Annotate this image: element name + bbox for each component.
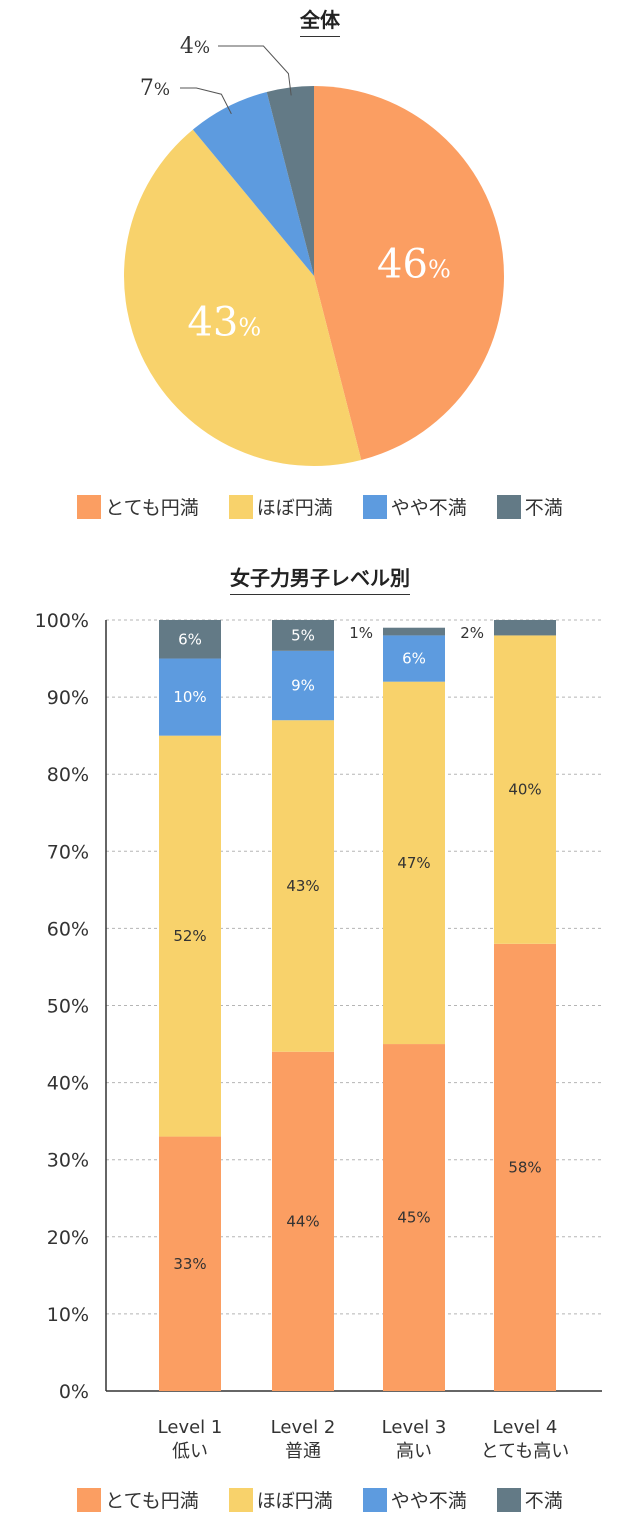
legend-item-somewhat-dissatisfied: やや不満 (362, 493, 467, 520)
legend-swatch (77, 494, 102, 519)
x-category-label: 低い (172, 1441, 208, 1462)
x-category-label: 高い (396, 1441, 432, 1462)
x-category-label: Level 4 (493, 1417, 558, 1438)
bar-segment-label: 5% (291, 626, 315, 644)
bar-segment (159, 620, 221, 659)
bar-segment-label: 2% (460, 624, 484, 642)
pie-leader-line (180, 87, 232, 115)
y-tick-label: 10% (47, 1304, 89, 1326)
pie-leader-line (218, 45, 292, 96)
bar-segment (159, 1136, 221, 1391)
bar-segment-label: 10% (173, 688, 206, 706)
bar-segment-label: 52% (173, 927, 206, 945)
y-tick-label: 70% (47, 841, 89, 863)
legend-label: やや不満 (390, 497, 467, 519)
legend-label: 不満 (524, 1490, 563, 1512)
legend-label: 不満 (524, 497, 563, 519)
legend-swatch (496, 1487, 521, 1512)
pie-slice-label: 46% (377, 241, 451, 287)
legend-label: やや不満 (390, 1490, 467, 1512)
bar-segment-label: 6% (402, 650, 426, 668)
bar-segment-label: 6% (178, 630, 202, 648)
y-tick-label: 30% (47, 1150, 89, 1172)
pie-chart-title: 全体 (0, 4, 640, 37)
legend-item-very-satisfied: とても円満 (77, 1486, 199, 1513)
bar-chart-title: 女子力男子レベル別 (0, 562, 640, 595)
legend-item-very-satisfied: とても円満 (77, 493, 199, 520)
legend-swatch (77, 1487, 102, 1512)
x-category-label: Level 3 (382, 1417, 447, 1438)
legend-item-mostly-satisfied: ほぼ円満 (228, 493, 333, 520)
x-category-label: Level 2 (271, 1417, 336, 1438)
bar-segment-label: 1% (349, 624, 373, 642)
pie-slice (266, 86, 314, 276)
bar-segment (383, 627, 445, 636)
legend-label: とても円満 (105, 497, 199, 519)
y-tick-label: 100% (35, 610, 89, 632)
pie-slice-label: 43% (187, 300, 261, 346)
bar-segment-label: 47% (397, 854, 430, 872)
bar-segment (272, 620, 334, 651)
legend-item-mostly-satisfied: ほぼ円満 (228, 1486, 333, 1513)
legend-swatch (228, 1487, 253, 1512)
bar-legend: とても円満 ほぼ円満 やや不満 不満 (0, 1486, 640, 1513)
bar-segment-label: 9% (291, 677, 315, 695)
legend-item-somewhat-dissatisfied: やや不満 (362, 1486, 467, 1513)
y-tick-label: 80% (47, 764, 89, 786)
pie-slice-label: 4% (180, 34, 210, 59)
bar-segment (383, 635, 445, 682)
bar-segment (159, 658, 221, 736)
bar-segment (494, 620, 556, 636)
legend-label: ほぼ円満 (256, 1490, 333, 1512)
bar-segment (383, 681, 445, 1045)
y-tick-label: 50% (47, 996, 89, 1018)
bar-segment (494, 943, 556, 1391)
pie-slice (124, 129, 362, 466)
bar-segment-label: 58% (508, 1158, 541, 1176)
bar-segment (272, 650, 334, 721)
pie-slice (192, 91, 314, 276)
legend-item-dissatisfied: 不満 (496, 493, 563, 520)
bar-segment (494, 635, 556, 944)
legend-item-dissatisfied: 不満 (496, 1486, 563, 1513)
legend-swatch (496, 494, 521, 519)
pie-slice-label: 7% (140, 76, 170, 101)
pie-chart: 46% 43% 4% 7% (124, 34, 505, 466)
y-tick-label: 90% (47, 687, 89, 709)
x-category-label: Level 1 (158, 1417, 223, 1438)
pie-slice (314, 86, 505, 461)
pie-legend: とても円満 ほぼ円満 やや不満 不満 (0, 493, 640, 520)
bar-segment (383, 1044, 445, 1391)
legend-label: ほぼ円満 (256, 497, 333, 519)
legend-swatch (362, 494, 387, 519)
y-tick-label: 20% (47, 1227, 89, 1249)
bar-segment-label: 44% (286, 1212, 319, 1230)
y-tick-label: 0% (59, 1381, 89, 1403)
stacked-bar-chart: 0% 10% 20% 30% 40% 50% 60% 70% 80% 90% 100% 33% 52% 1… (35, 610, 602, 1462)
bar-segment (272, 1051, 334, 1391)
legend-swatch (362, 1487, 387, 1512)
bar-segment (159, 735, 221, 1137)
legend-label: とても円満 (105, 1490, 199, 1512)
legend-swatch (228, 494, 253, 519)
bar-segment-label: 43% (286, 877, 319, 895)
y-tick-label: 40% (47, 1073, 89, 1095)
bar-segment-label: 45% (397, 1209, 430, 1227)
bar-segment-label: 33% (173, 1255, 206, 1273)
bar-segment (272, 720, 334, 1052)
x-category-label: 普通 (285, 1441, 321, 1462)
x-category-label: とても高い (481, 1441, 570, 1462)
y-tick-label: 60% (47, 918, 89, 940)
bar-segment-label: 40% (508, 781, 541, 799)
